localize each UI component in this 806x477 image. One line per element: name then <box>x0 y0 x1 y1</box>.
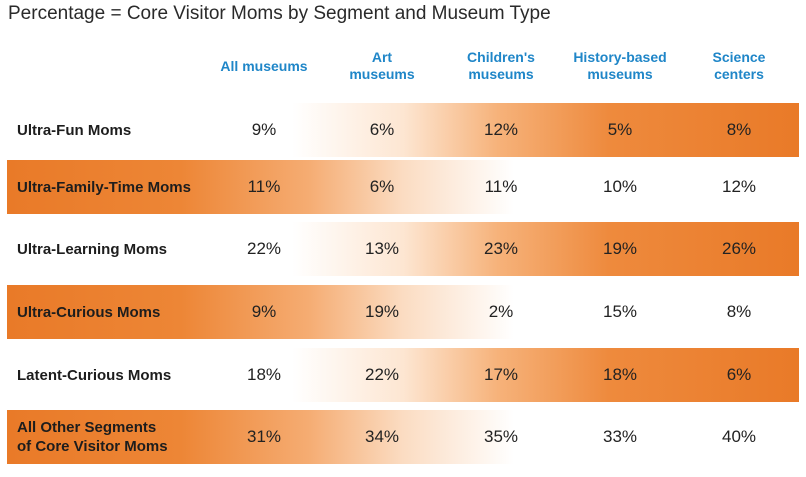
row-label: Latent-Curious Moms <box>17 348 171 402</box>
table-cell: 40% <box>721 427 757 446</box>
table-row: Ultra-Family-Time Moms 11% 6% 11% 10% 12% <box>7 160 799 214</box>
column-header-line: museums <box>587 66 653 82</box>
column-header-line: museums <box>468 66 534 82</box>
table-cell: 22% <box>364 365 400 384</box>
table-cell: 8% <box>726 120 752 139</box>
column-header-line: All museums <box>220 57 308 74</box>
table-cell: 12% <box>483 120 519 139</box>
column-header: History-based museums <box>555 44 685 88</box>
row-label-line: Ultra-Fun Moms <box>17 121 132 139</box>
row-label: Ultra-Fun Moms <box>17 103 131 157</box>
row-label: Ultra-Curious Moms <box>17 285 160 339</box>
column-header: Children's museums <box>436 44 566 88</box>
table-cell: 19% <box>602 239 638 258</box>
row-label-line: Latent-Curious Moms <box>17 366 172 384</box>
chart-title: Percentage = Core Visitor Moms by Segmen… <box>8 3 551 24</box>
table-cell: 2% <box>488 302 514 321</box>
table-cell: 34% <box>364 427 400 446</box>
table-cell: 9% <box>251 302 277 321</box>
table-cell: 6% <box>369 120 395 139</box>
row-label-line: Ultra-Family-Time Moms <box>17 178 191 196</box>
table-cell: 33% <box>602 427 638 446</box>
row-label-line: Ultra-Learning Moms <box>17 240 168 258</box>
row-label: All Other Segments of Core Visitor Moms <box>17 410 168 464</box>
column-header: All museums <box>199 44 329 88</box>
table-cell: 6% <box>369 177 395 196</box>
column-header: Science centers <box>674 44 804 88</box>
table-row: Ultra-Learning Moms 22% 13% 23% 19% 26% <box>7 222 799 276</box>
table-cell: 19% <box>364 302 400 321</box>
table-cell: 12% <box>721 177 757 196</box>
table-row: Latent-Curious Moms 18% 22% 17% 18% 6% <box>7 348 799 402</box>
table-cell: 35% <box>483 427 519 446</box>
table-cell: 18% <box>246 365 282 384</box>
row-label-line: of Core Visitor Moms <box>17 438 168 455</box>
row-label-line: Ultra-Curious Moms <box>17 303 161 321</box>
table-cell: 22% <box>246 239 282 258</box>
column-header-line: Science <box>712 49 766 65</box>
column-header: Art museums <box>317 44 447 88</box>
table-cell: 31% <box>246 427 282 446</box>
table-cell: 9% <box>251 120 277 139</box>
table-cell: 10% <box>602 177 638 196</box>
table-cell: 15% <box>602 302 638 321</box>
column-header-line: centers <box>714 66 764 82</box>
row-label-line: All Other Segments <box>17 419 157 436</box>
table-cell: 26% <box>721 239 757 258</box>
table-cell: 5% <box>607 120 633 139</box>
table-cell: 18% <box>602 365 638 384</box>
table-cell: 11% <box>247 177 281 196</box>
row-label: Ultra-Learning Moms <box>17 222 167 276</box>
table-row: Ultra-Curious Moms 9% 19% 2% 15% 8% <box>7 285 799 339</box>
table-cell: 17% <box>483 365 519 384</box>
table-cell: 13% <box>364 239 400 258</box>
column-header-line: museums <box>349 66 415 82</box>
table-cell: 8% <box>726 302 752 321</box>
table-cell: 6% <box>726 365 752 384</box>
row-label: Ultra-Family-Time Moms <box>17 160 191 214</box>
table-row: Ultra-Fun Moms 9% 6% 12% 5% 8% <box>7 103 799 157</box>
column-header-line: History-based <box>573 49 667 65</box>
column-header-line: Children's <box>467 49 535 65</box>
table-row: All Other Segments of Core Visitor Moms 31… <box>7 410 799 464</box>
column-header-line: Art <box>371 49 393 65</box>
table-cell: 23% <box>483 239 519 258</box>
table-cell: 11% <box>484 177 518 196</box>
